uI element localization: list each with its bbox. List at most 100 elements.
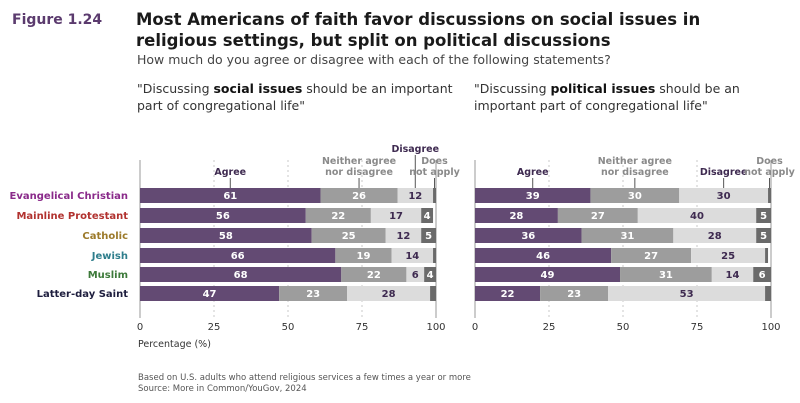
bar-segment bbox=[433, 248, 436, 263]
bar-segment bbox=[768, 188, 771, 203]
category-label: Muslim bbox=[88, 270, 128, 281]
data-label: 5 bbox=[760, 211, 767, 222]
x-tick-label: 50 bbox=[617, 322, 630, 333]
bar-segment bbox=[305, 208, 371, 223]
series-header-label: nor disagree bbox=[325, 167, 393, 178]
data-label: 6 bbox=[412, 270, 419, 281]
data-label: 30 bbox=[717, 191, 731, 202]
data-label: 31 bbox=[620, 231, 634, 242]
bar-segment bbox=[391, 248, 434, 263]
data-label: 17 bbox=[389, 211, 403, 222]
bar-segment bbox=[433, 188, 436, 203]
data-label: 22 bbox=[367, 270, 381, 281]
data-label: 27 bbox=[644, 251, 658, 262]
data-label: 58 bbox=[219, 231, 233, 242]
bar-segment bbox=[347, 286, 431, 301]
x-tick-label: 25 bbox=[208, 322, 221, 333]
series-header-label: Does bbox=[421, 156, 448, 167]
data-label: 27 bbox=[591, 211, 605, 222]
x-tick-label: 0 bbox=[137, 322, 143, 333]
bar-segment bbox=[279, 286, 348, 301]
x-tick-label: 50 bbox=[282, 322, 295, 333]
bar-segment bbox=[140, 248, 336, 263]
series-header-label: Disagree bbox=[700, 167, 748, 178]
panel-heading-text: should be an important part of congregat… bbox=[137, 81, 453, 113]
data-label: 23 bbox=[567, 289, 581, 300]
data-label: 28 bbox=[708, 231, 722, 242]
note-text: Based on U.S. adults who attend religiou… bbox=[138, 373, 471, 383]
data-label: 68 bbox=[234, 270, 248, 281]
data-label: 56 bbox=[216, 211, 230, 222]
bar-segment bbox=[590, 188, 680, 203]
chart-note: Based on U.S. adults who attend religiou… bbox=[138, 373, 471, 395]
data-label: 30 bbox=[628, 191, 642, 202]
data-label: 39 bbox=[526, 191, 540, 202]
bar-segment bbox=[370, 208, 422, 223]
x-tick-label: 25 bbox=[543, 322, 556, 333]
panel-heading-political: "Discussing political issues should be a… bbox=[474, 80, 794, 114]
category-label: Latter-day Saint bbox=[37, 289, 129, 300]
bar-segment bbox=[320, 188, 398, 203]
series-header-label: Neither agree bbox=[322, 156, 396, 167]
data-label: 46 bbox=[536, 251, 550, 262]
category-label: Catholic bbox=[82, 231, 128, 242]
bar-segment bbox=[397, 188, 434, 203]
data-label: 12 bbox=[408, 191, 422, 202]
bar-segment bbox=[140, 228, 312, 243]
data-label: 12 bbox=[396, 231, 410, 242]
bar-segment bbox=[430, 286, 436, 301]
source-text: Source: More in Common/YouGov, 2024 bbox=[138, 384, 307, 394]
panel-heading-text: "Discussing bbox=[137, 81, 214, 96]
bar-segment bbox=[608, 286, 766, 301]
data-label: 5 bbox=[425, 231, 432, 242]
x-tick-label: 100 bbox=[426, 322, 445, 333]
bar-segment bbox=[475, 188, 591, 203]
category-label: Mainline Protestant bbox=[16, 211, 128, 222]
data-label: 53 bbox=[680, 289, 694, 300]
x-tick-label: 75 bbox=[691, 322, 704, 333]
panel-heading-text: should be an important part of congregat… bbox=[474, 81, 740, 113]
data-label: 4 bbox=[427, 270, 434, 281]
bar-segment bbox=[406, 267, 425, 282]
bar-segment bbox=[421, 208, 434, 223]
bar-segment bbox=[140, 208, 306, 223]
data-label: 14 bbox=[726, 270, 740, 281]
bar-segment bbox=[753, 267, 771, 282]
data-label: 61 bbox=[223, 191, 237, 202]
series-header-label: Neither agree bbox=[598, 156, 672, 167]
x-tick-label: 0 bbox=[472, 322, 478, 333]
series-header-label: not apply bbox=[409, 167, 460, 178]
bar-segment bbox=[691, 248, 766, 263]
series-header-label: Does bbox=[756, 156, 783, 167]
bar-segment bbox=[335, 248, 392, 263]
data-label: 14 bbox=[405, 251, 419, 262]
bar-segment bbox=[581, 228, 674, 243]
category-label: Evangelical Christian bbox=[10, 191, 128, 202]
panel-heading-bold: political issues bbox=[550, 81, 656, 96]
category-label: Jewish bbox=[91, 251, 128, 262]
data-label: 6 bbox=[759, 270, 766, 281]
chart-subtitle: How much do you agree or disagree with e… bbox=[137, 52, 611, 67]
bar-segment bbox=[756, 228, 771, 243]
series-header-label: not apply bbox=[744, 167, 795, 178]
data-label: 47 bbox=[203, 289, 217, 300]
bar-segment bbox=[637, 208, 757, 223]
data-label: 28 bbox=[382, 289, 396, 300]
bar-segment bbox=[711, 267, 754, 282]
panel-heading-bold: social issues bbox=[213, 81, 303, 96]
series-header-label: nor disagree bbox=[601, 167, 669, 178]
data-label: 31 bbox=[659, 270, 673, 281]
data-label: 49 bbox=[541, 270, 555, 281]
figure-label: Figure 1.24 bbox=[12, 12, 103, 28]
bar-segment bbox=[421, 228, 436, 243]
series-header-label: Agree bbox=[517, 167, 549, 178]
bar-segment bbox=[475, 248, 612, 263]
bar-segment bbox=[475, 267, 621, 282]
data-label: 25 bbox=[721, 251, 735, 262]
bar-segment bbox=[385, 228, 422, 243]
bar-segment bbox=[475, 208, 558, 223]
series-header-label: Disagree bbox=[391, 144, 439, 155]
panel-heading-text: "Discussing bbox=[474, 81, 551, 96]
data-label: 40 bbox=[690, 211, 704, 222]
bar-segment bbox=[557, 208, 638, 223]
